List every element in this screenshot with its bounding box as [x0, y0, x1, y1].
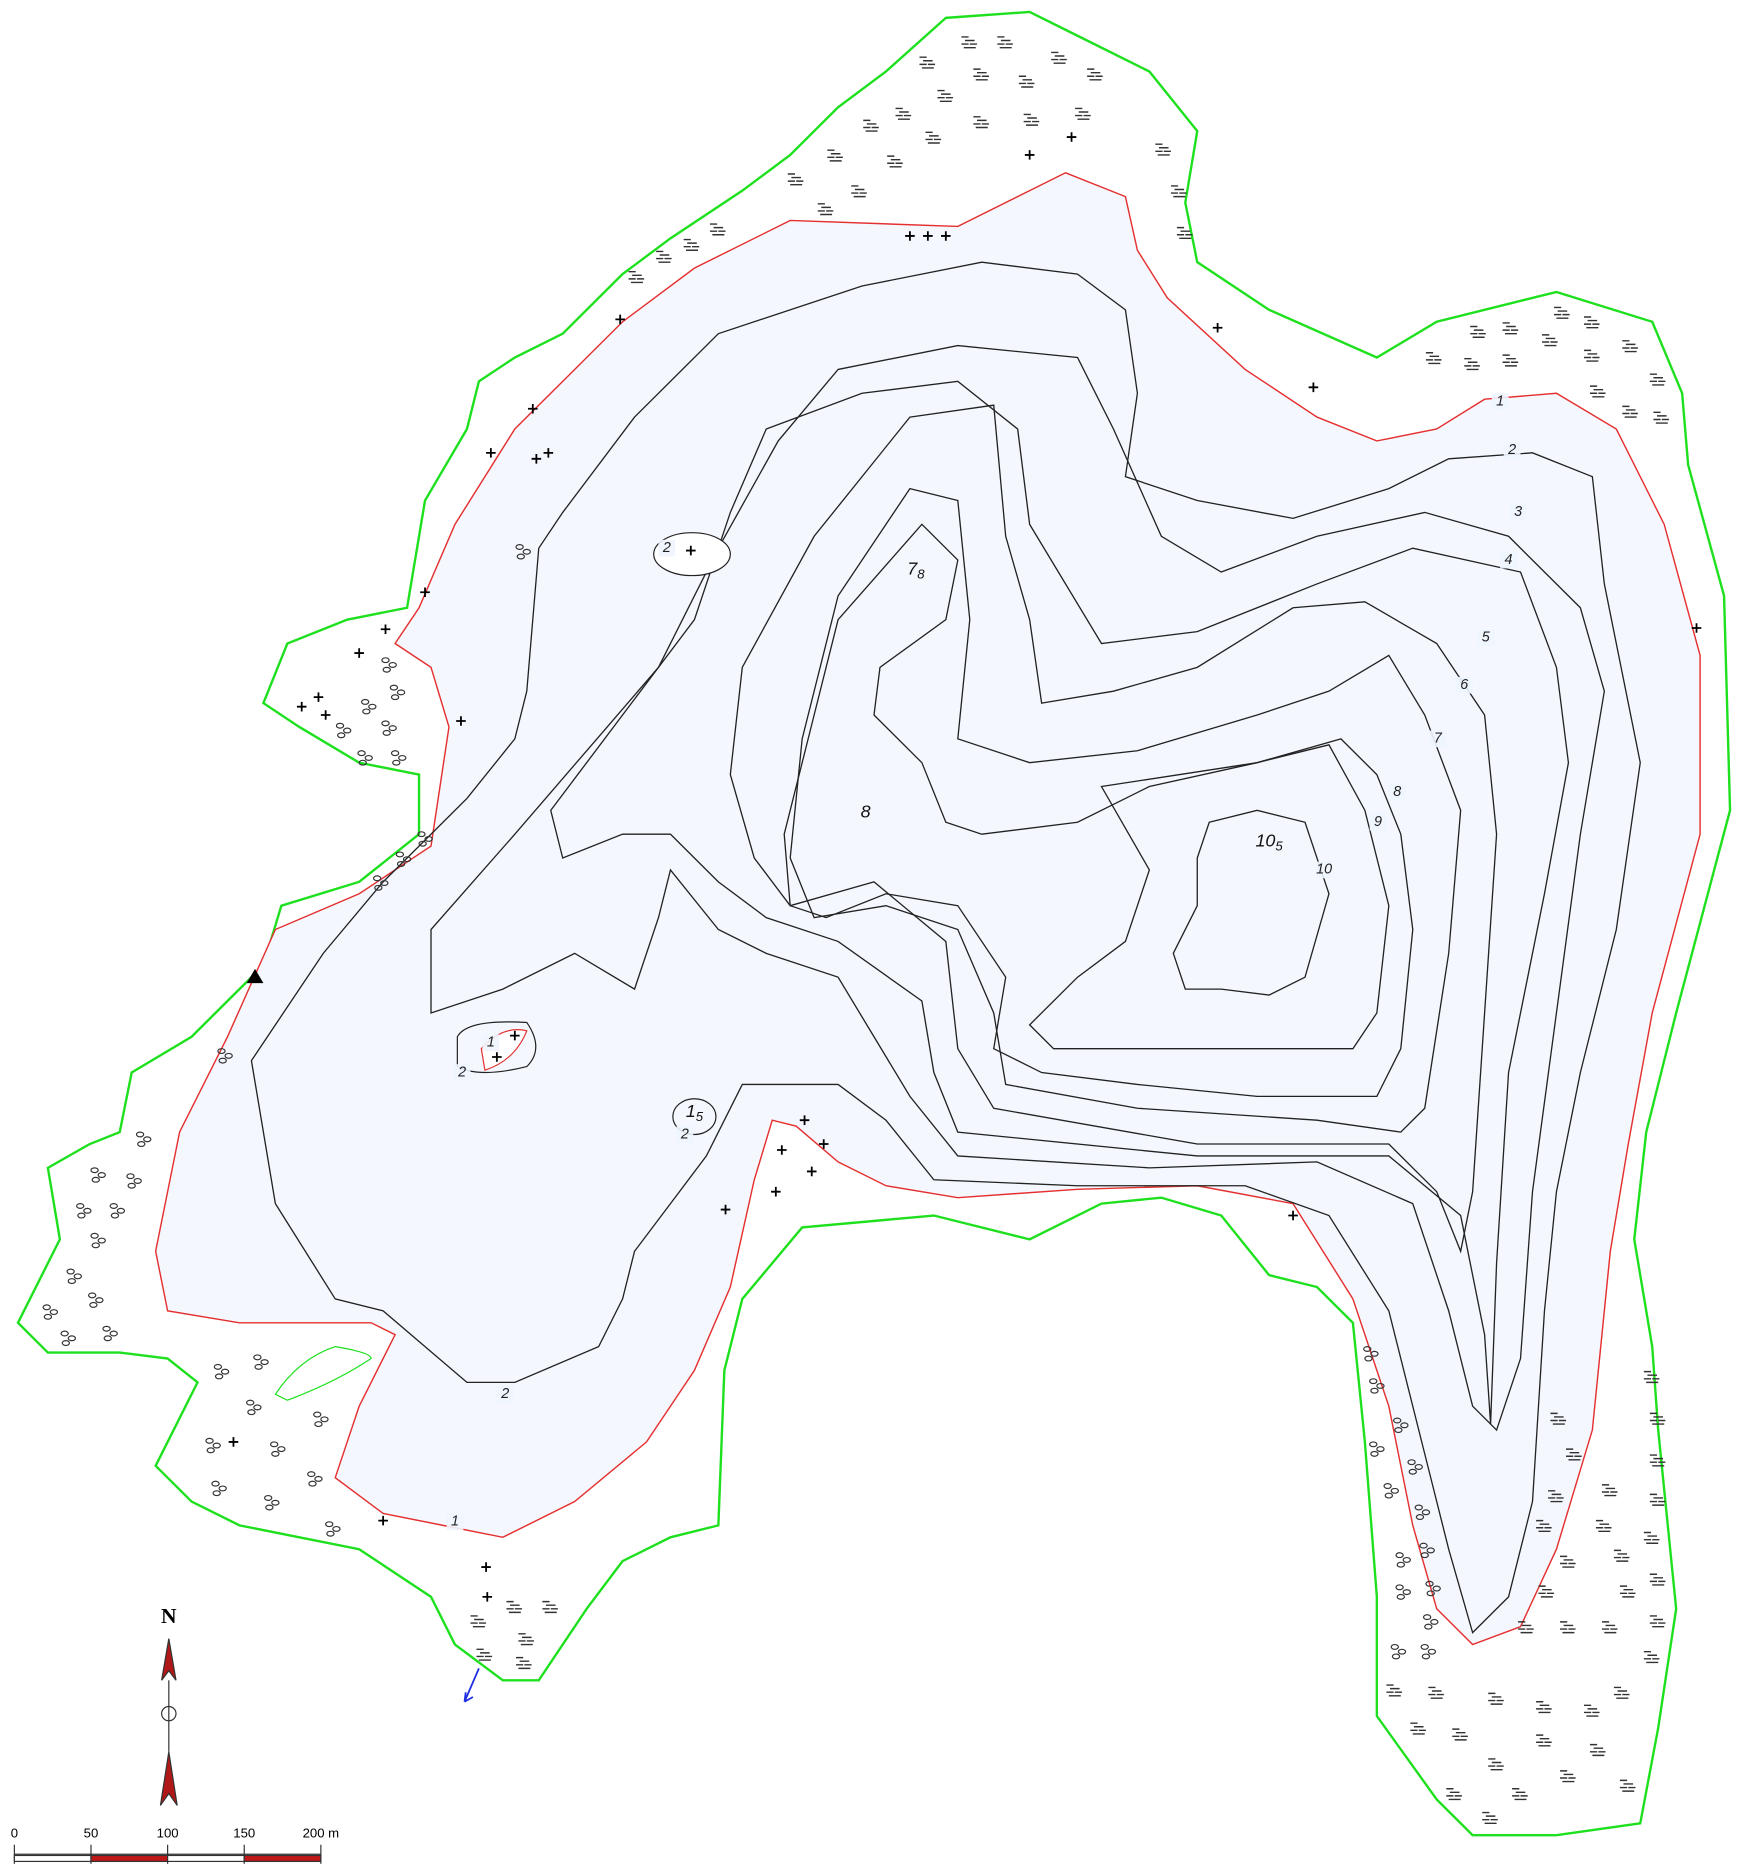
spot-depth-value: 7 — [907, 558, 918, 578]
scale-bar: 0 50 100 150 200 m — [11, 1826, 340, 1864]
scale-segment — [13, 1854, 92, 1863]
label-halo — [1315, 861, 1333, 879]
scale-label: 200 m — [303, 1826, 340, 1841]
survey-point — [246, 968, 264, 984]
depth-4m — [550, 380, 1570, 1425]
scale-segment — [243, 1854, 322, 1863]
scale-segment — [90, 1854, 169, 1863]
label-halo — [1503, 442, 1521, 459]
label-halo — [482, 1034, 500, 1052]
north-label: N — [161, 1604, 177, 1628]
contour-label: 10 — [1316, 862, 1332, 878]
label-halo — [1369, 813, 1387, 831]
scale-label: 50 — [84, 1826, 99, 1841]
label-halo — [1500, 551, 1517, 569]
contour-label: 1 — [487, 1035, 495, 1051]
spot-depth-value: 8 — [861, 801, 871, 821]
spot-depth-value: 1 — [686, 1101, 696, 1121]
depth-5m — [729, 404, 1498, 1254]
spot-depth-decimal: 5 — [1275, 839, 1283, 854]
contour-label: 1 — [1496, 393, 1504, 409]
contour-label: 6 — [1460, 677, 1468, 693]
contour-label: 5 — [1482, 629, 1490, 645]
label-halo — [1477, 629, 1495, 646]
depth-3m — [430, 344, 1606, 1432]
label-halo — [1388, 784, 1406, 801]
north-arrow: N — [159, 1604, 178, 1806]
label-halo — [1429, 730, 1447, 748]
label-halo — [446, 1513, 464, 1531]
label-halo — [453, 1064, 471, 1081]
contour-label: 2 — [500, 1386, 509, 1402]
spot-depth: 8 — [861, 801, 871, 821]
depth-6m — [789, 487, 1462, 1133]
label-halo — [676, 1126, 694, 1143]
shoal-1-5m — [672, 1098, 717, 1136]
label-halo — [1491, 393, 1509, 410]
depth-8m — [783, 523, 1414, 1098]
contour-label: 3 — [1514, 504, 1522, 520]
scale-label: 150 — [233, 1826, 255, 1841]
label-halo — [496, 1385, 514, 1403]
spot-depth: 15 — [686, 1101, 704, 1125]
outflow-arrow — [463, 1668, 480, 1703]
depth-1m — [154, 172, 1701, 1646]
contour-label: 8 — [1393, 784, 1401, 800]
scale-label: 100 — [157, 1826, 179, 1841]
contour-label: 2 — [1507, 442, 1516, 458]
spot-depth-decimal: 8 — [917, 567, 925, 582]
scale-label: 0 — [11, 1826, 18, 1841]
scale-segment — [167, 1854, 245, 1863]
islet — [274, 1346, 372, 1401]
spot-depth-decimal: 5 — [696, 1109, 704, 1124]
contour-label: 9 — [1374, 814, 1382, 830]
spot-depth-value: 10 — [1255, 830, 1275, 850]
spot-depth: 105 — [1255, 830, 1283, 854]
contour-label: 4 — [1505, 552, 1513, 568]
label-halo — [1509, 504, 1527, 521]
label-halo — [1455, 676, 1473, 694]
depth-2m — [250, 261, 1641, 1634]
label-halo — [658, 539, 676, 557]
depth-9m — [1028, 744, 1390, 1050]
contour-label: 2 — [457, 1064, 466, 1080]
spot-depth: 78 — [907, 558, 925, 582]
contour-label: 1 — [451, 1514, 459, 1530]
contour-label: 2 — [662, 540, 671, 556]
contour-label: 2 — [680, 1126, 689, 1142]
depth-10m — [1172, 809, 1330, 996]
contour-label: 7 — [1434, 731, 1443, 747]
